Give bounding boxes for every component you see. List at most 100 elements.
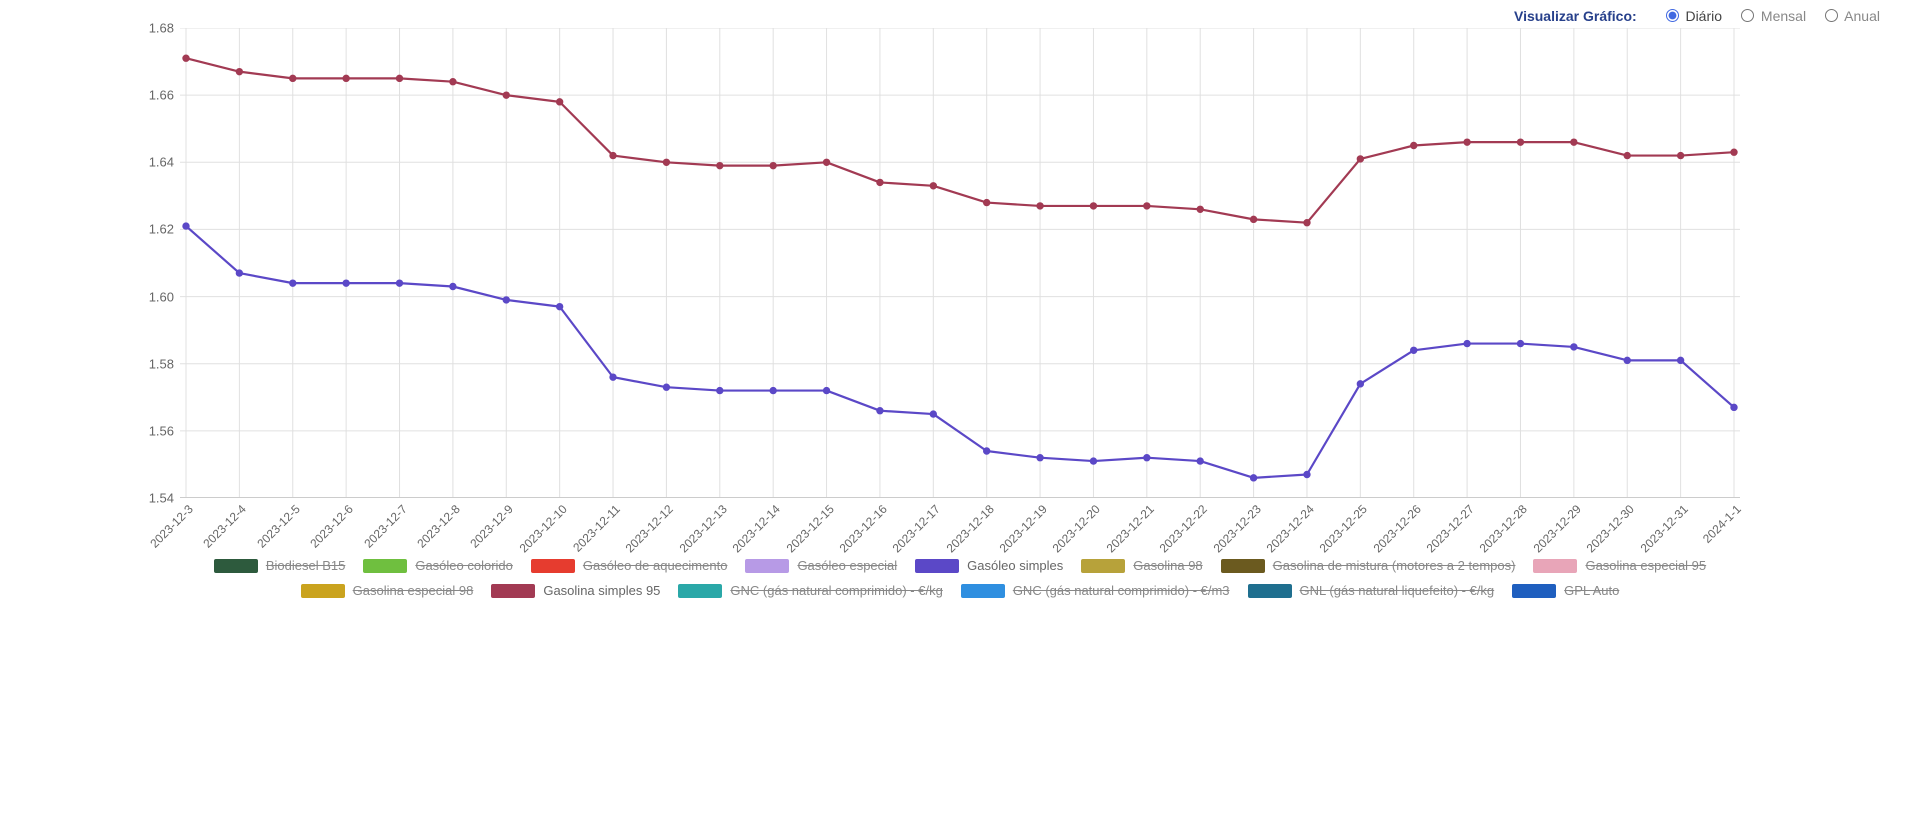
series-marker[interactable]: [930, 183, 936, 189]
series-marker[interactable]: [1624, 357, 1630, 363]
series-marker[interactable]: [290, 75, 296, 81]
series-marker[interactable]: [1571, 344, 1577, 350]
series-marker[interactable]: [1677, 152, 1683, 158]
series-marker[interactable]: [1411, 347, 1417, 353]
series-marker[interactable]: [877, 179, 883, 185]
series-marker[interactable]: [503, 297, 509, 303]
period-option-mensal[interactable]: Mensal: [1736, 8, 1806, 24]
series-marker[interactable]: [930, 411, 936, 417]
series-marker[interactable]: [183, 223, 189, 229]
series-marker[interactable]: [290, 280, 296, 286]
series-marker[interactable]: [1357, 381, 1363, 387]
legend-item[interactable]: Gasóleo de aquecimento: [531, 558, 728, 573]
series-marker[interactable]: [1197, 206, 1203, 212]
series-marker[interactable]: [236, 68, 242, 74]
series-marker[interactable]: [1731, 149, 1737, 155]
series-marker[interactable]: [1517, 139, 1523, 145]
series-marker[interactable]: [1304, 220, 1310, 226]
period-option-anual[interactable]: Anual: [1820, 8, 1880, 24]
legend-swatch: [363, 559, 407, 573]
legend-swatch: [1512, 584, 1556, 598]
legend-item[interactable]: Gasóleo especial: [745, 558, 897, 573]
series-marker[interactable]: [877, 408, 883, 414]
legend-swatch: [491, 584, 535, 598]
legend-swatch: [961, 584, 1005, 598]
x-tick-label: 2023-12-14: [730, 502, 783, 555]
period-option-diario[interactable]: Diário: [1661, 8, 1722, 24]
series-marker[interactable]: [1197, 458, 1203, 464]
legend-label: Gasóleo de aquecimento: [583, 558, 728, 573]
x-tick-label: 2023-12-29: [1530, 502, 1583, 555]
series-marker[interactable]: [717, 387, 723, 393]
legend-item[interactable]: GNC (gás natural comprimido) - €/m3: [961, 583, 1230, 598]
x-tick-label: 2023-12-9: [468, 502, 517, 551]
series-marker[interactable]: [450, 283, 456, 289]
series-marker[interactable]: [663, 384, 669, 390]
legend-item[interactable]: Gasóleo colorido: [363, 558, 513, 573]
legend-swatch: [745, 559, 789, 573]
x-tick-label: 2023-12-25: [1317, 502, 1370, 555]
series-marker[interactable]: [396, 75, 402, 81]
period-radio-anual[interactable]: [1825, 9, 1838, 22]
series-marker[interactable]: [663, 159, 669, 165]
series-marker[interactable]: [1624, 152, 1630, 158]
series-marker[interactable]: [343, 75, 349, 81]
series-marker[interactable]: [717, 162, 723, 168]
series-marker[interactable]: [1144, 203, 1150, 209]
legend-item[interactable]: GNL (gás natural liquefeito) - €/kg: [1248, 583, 1495, 598]
series-marker[interactable]: [823, 387, 829, 393]
series-marker[interactable]: [770, 162, 776, 168]
legend-item[interactable]: Gasolina simples 95: [491, 583, 660, 598]
series-marker[interactable]: [770, 387, 776, 393]
controls-title: Visualizar Gráfico:: [1514, 8, 1637, 24]
period-radio-diario[interactable]: [1666, 9, 1679, 22]
x-tick-label: 2023-12-21: [1103, 502, 1156, 555]
legend-item[interactable]: Gasóleo simples: [915, 558, 1063, 573]
series-marker[interactable]: [983, 199, 989, 205]
legend-label: Gasóleo simples: [967, 558, 1063, 573]
series-marker[interactable]: [556, 99, 562, 105]
legend-item[interactable]: Gasolina 98: [1081, 558, 1202, 573]
series-marker[interactable]: [1731, 404, 1737, 410]
legend-label: Gasolina de mistura (motores a 2 tempos): [1273, 558, 1516, 573]
chart-period-controls: Visualizar Gráfico: Diário Mensal Anual: [0, 0, 1920, 28]
legend-item[interactable]: Gasolina especial 98: [301, 583, 474, 598]
series-marker[interactable]: [1517, 340, 1523, 346]
series-marker[interactable]: [1464, 340, 1470, 346]
series-marker[interactable]: [396, 280, 402, 286]
series-marker[interactable]: [1357, 156, 1363, 162]
series-marker[interactable]: [236, 270, 242, 276]
series-marker[interactable]: [1144, 455, 1150, 461]
legend-item[interactable]: GPL Auto: [1512, 583, 1619, 598]
chart-legend: Biodiesel B15 Gasóleo colorido Gasóleo de …: [180, 558, 1740, 598]
series-marker[interactable]: [1250, 216, 1256, 222]
legend-item[interactable]: Gasolina especial 95: [1533, 558, 1706, 573]
series-marker[interactable]: [1037, 203, 1043, 209]
legend-label: Gasóleo especial: [797, 558, 897, 573]
series-marker[interactable]: [1090, 203, 1096, 209]
legend-item[interactable]: GNC (gás natural comprimido) - €/kg: [678, 583, 942, 598]
series-marker[interactable]: [610, 152, 616, 158]
series-marker[interactable]: [1037, 455, 1043, 461]
legend-label: Gasolina 98: [1133, 558, 1202, 573]
series-marker[interactable]: [556, 303, 562, 309]
series-marker[interactable]: [823, 159, 829, 165]
series-marker[interactable]: [503, 92, 509, 98]
series-marker[interactable]: [1677, 357, 1683, 363]
series-marker[interactable]: [1411, 142, 1417, 148]
legend-item[interactable]: Gasolina de mistura (motores a 2 tempos): [1221, 558, 1516, 573]
series-marker[interactable]: [450, 79, 456, 85]
series-marker[interactable]: [1464, 139, 1470, 145]
series-marker[interactable]: [983, 448, 989, 454]
series-marker[interactable]: [1090, 458, 1096, 464]
y-tick-label: 1.66: [149, 88, 174, 103]
legend-swatch: [301, 584, 345, 598]
period-radio-mensal[interactable]: [1741, 9, 1754, 22]
series-marker[interactable]: [1571, 139, 1577, 145]
series-marker[interactable]: [183, 55, 189, 61]
series-marker[interactable]: [343, 280, 349, 286]
series-marker[interactable]: [1250, 475, 1256, 481]
series-marker[interactable]: [1304, 471, 1310, 477]
legend-item[interactable]: Biodiesel B15: [214, 558, 346, 573]
series-marker[interactable]: [610, 374, 616, 380]
